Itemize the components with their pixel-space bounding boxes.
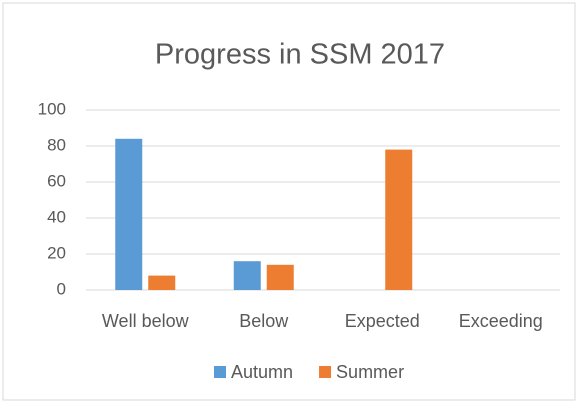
x-tick-label: Exceeding bbox=[459, 311, 543, 331]
y-tick-label: 0 bbox=[57, 279, 66, 298]
x-tick-label: Below bbox=[239, 311, 289, 331]
chart-title: Progress in SSM 2017 bbox=[155, 39, 445, 71]
bar bbox=[233, 261, 261, 290]
y-tick-label: 60 bbox=[47, 171, 66, 190]
x-tick-label: Well below bbox=[102, 311, 190, 331]
bar bbox=[385, 149, 413, 290]
chart-border bbox=[2, 2, 576, 401]
bar bbox=[148, 275, 176, 290]
legend-swatch bbox=[214, 366, 226, 378]
legend-label: Summer bbox=[336, 362, 404, 382]
bar bbox=[115, 138, 143, 290]
y-tick-label: 80 bbox=[47, 135, 66, 154]
y-tick-label: 40 bbox=[47, 207, 66, 226]
x-tick-label: Expected bbox=[345, 311, 420, 331]
y-tick-label: 20 bbox=[47, 243, 66, 262]
y-tick-label: 100 bbox=[38, 99, 66, 118]
legend-label: Autumn bbox=[231, 362, 293, 382]
legend-swatch bbox=[319, 366, 332, 378]
bar bbox=[266, 264, 294, 290]
